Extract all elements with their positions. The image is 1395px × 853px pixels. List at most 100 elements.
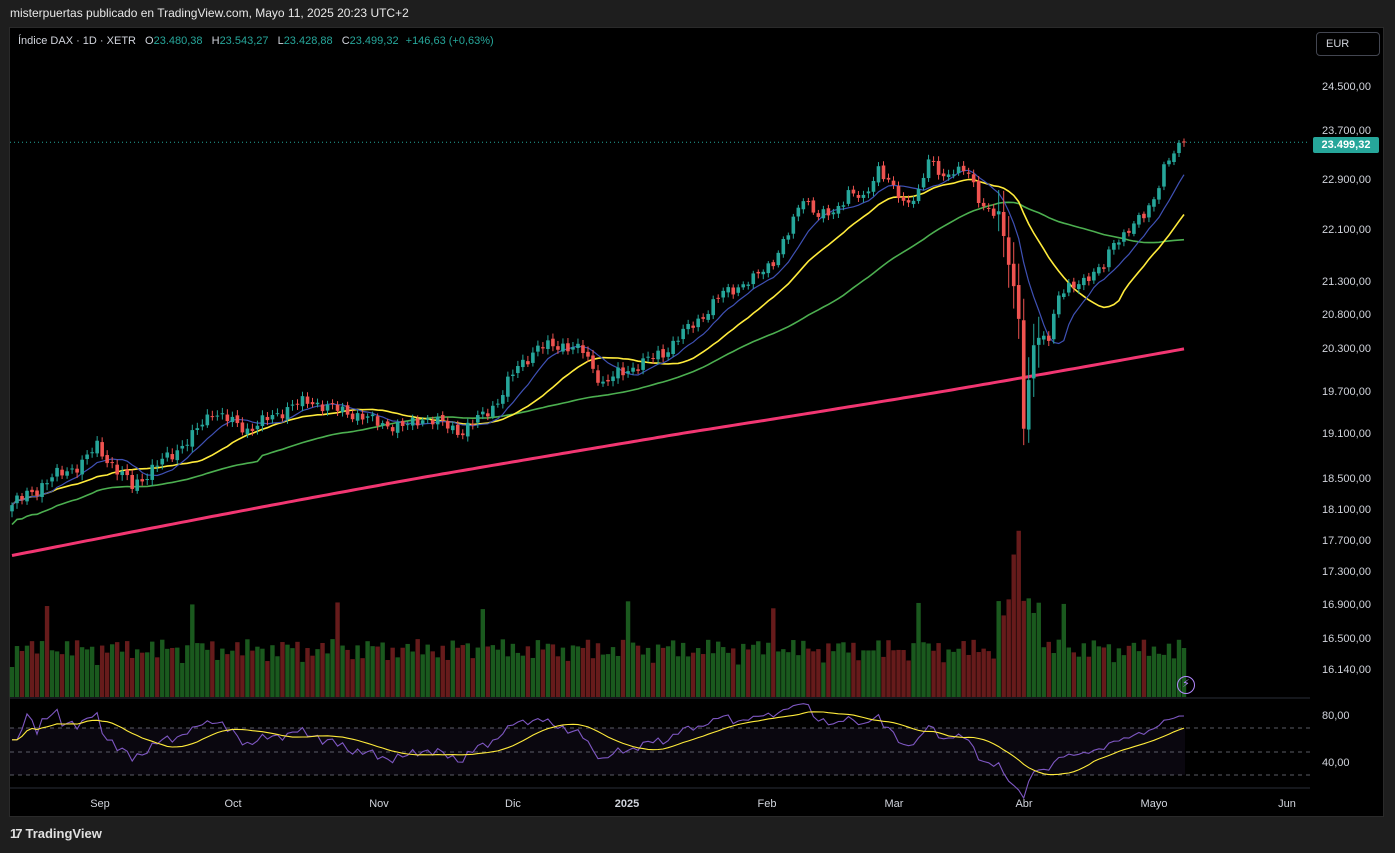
volume-bar — [119, 651, 125, 697]
candle-body — [325, 404, 330, 411]
candle-body — [871, 180, 876, 192]
candle-body — [586, 351, 590, 357]
volume-bar — [180, 662, 185, 697]
volume-bar — [290, 648, 295, 697]
volume-bar — [175, 647, 180, 697]
volume-bar — [1171, 658, 1177, 697]
price-axis-label: 21.300,00 — [1322, 276, 1371, 288]
candle-body — [1011, 263, 1016, 287]
volume-bar — [826, 643, 831, 697]
time-axis-label: Oct — [224, 798, 241, 810]
volume-bar — [205, 649, 210, 697]
candle-body — [956, 166, 961, 174]
volume-bar — [220, 648, 225, 697]
volume-bar — [295, 641, 300, 697]
candle-body — [285, 407, 290, 420]
candle-body — [1172, 153, 1176, 163]
candle-body — [916, 189, 921, 202]
price-axis-label: 17.300,00 — [1322, 566, 1371, 578]
candle-body — [1097, 267, 1101, 274]
volume-bar — [1006, 599, 1011, 697]
candle-body — [1036, 337, 1041, 345]
candle-body — [265, 416, 270, 421]
volume-bar — [420, 654, 425, 697]
volume-bar — [590, 658, 596, 697]
candle-body — [1056, 295, 1061, 315]
volume-bar — [791, 640, 796, 697]
volume-bar — [630, 642, 636, 697]
volume-bar — [640, 654, 646, 697]
candle-body — [851, 189, 856, 194]
volume-bar — [580, 647, 586, 697]
candle-body — [521, 359, 525, 368]
time-axis-label: Mayo — [1141, 798, 1168, 810]
volume-bar — [545, 643, 551, 697]
candle-body — [1147, 205, 1151, 218]
candle-body — [1107, 249, 1111, 268]
footer-brand[interactable]: 17 TradingView — [10, 826, 102, 841]
time-axis-label: Nov — [369, 798, 389, 810]
volume-bar — [956, 648, 961, 697]
candle-body — [526, 361, 530, 365]
volume-bar — [971, 639, 976, 697]
volume-bar — [1041, 647, 1046, 697]
volume-bar — [946, 649, 951, 697]
candle-body — [10, 505, 14, 512]
flash-icon[interactable]: ⚡ — [1177, 676, 1195, 694]
candle-body — [716, 297, 721, 299]
volume-bar — [225, 654, 230, 697]
volume-bar — [976, 652, 981, 697]
candle-body — [901, 196, 906, 201]
volume-bar — [560, 647, 566, 697]
volume-bar — [736, 664, 741, 697]
volume-bar — [49, 650, 55, 697]
volume-bar — [465, 643, 470, 697]
volume-bar — [786, 652, 791, 697]
time-axis-label: Sep — [90, 798, 110, 810]
candle-body — [150, 464, 155, 480]
candle-body — [50, 477, 54, 482]
volume-bar — [475, 647, 480, 697]
candle-body — [1102, 267, 1106, 269]
volume-bar — [751, 644, 756, 697]
volume-bar — [721, 647, 726, 697]
candle-body — [546, 340, 550, 349]
volume-bar — [485, 646, 491, 697]
candle-body — [496, 403, 500, 405]
candle-body — [831, 212, 836, 215]
volume-bar — [300, 661, 305, 697]
symbol-label[interactable]: Índice DAX · 1D · XETR — [18, 35, 136, 47]
candle-body — [220, 413, 225, 415]
volume-bar — [245, 639, 250, 697]
volume-bar — [776, 651, 781, 697]
volume-bar — [335, 602, 340, 697]
volume-bar — [210, 641, 215, 697]
volume-bar — [355, 645, 360, 697]
candle-body — [806, 200, 811, 202]
volume-bar — [124, 641, 130, 697]
volume-bar — [1131, 642, 1137, 697]
candle-body — [115, 464, 119, 475]
tradingview-logo-icon: 17 — [10, 826, 23, 841]
currency-button[interactable]: EUR — [1316, 32, 1380, 56]
candle-body — [450, 425, 455, 431]
volume-bar — [200, 643, 205, 697]
volume-bar — [801, 640, 806, 697]
candle-body — [936, 160, 941, 175]
volume-bar — [34, 653, 40, 697]
candle-body — [531, 352, 535, 363]
volume-bar — [966, 654, 971, 697]
candle-body — [205, 414, 210, 426]
candle-body — [1051, 313, 1056, 340]
candle-body — [631, 367, 635, 372]
volume-bar — [405, 643, 410, 697]
volume-bar — [881, 656, 886, 697]
candle-body — [365, 416, 370, 418]
candle-body — [370, 414, 375, 417]
volume-bar — [74, 640, 80, 697]
candle-body — [210, 416, 215, 418]
candle-body — [846, 190, 851, 204]
volume-bar — [1106, 644, 1112, 697]
rsi-axis-label: 80,00 — [1322, 710, 1350, 722]
